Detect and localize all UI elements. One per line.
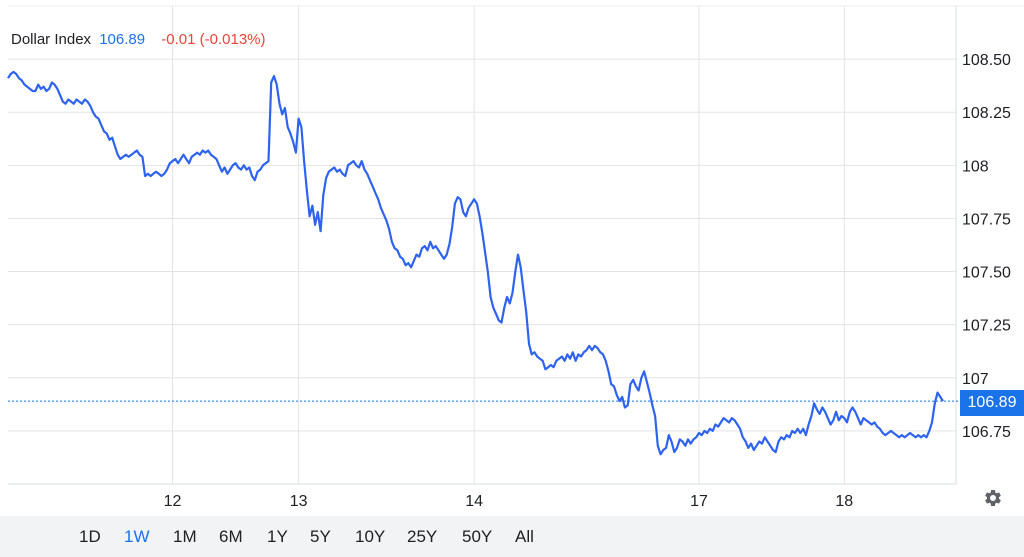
current-price-tag: 106.89 <box>960 390 1024 416</box>
range-button-50y[interactable]: 50Y <box>462 527 493 546</box>
range-button-25y[interactable]: 25Y <box>407 527 438 546</box>
y-tick-label: 107.25 <box>962 318 1011 335</box>
x-tick-label: 17 <box>690 493 708 510</box>
range-button-1d[interactable]: 1D <box>79 527 101 546</box>
range-button-10y[interactable]: 10Y <box>355 527 386 546</box>
y-tick-label: 108 <box>962 158 989 175</box>
series-line <box>7 70 944 456</box>
range-selector-bar <box>0 516 1024 557</box>
range-button-1y[interactable]: 1Y <box>267 527 288 546</box>
range-button-5y[interactable]: 5Y <box>310 527 331 546</box>
y-tick-label: 107.75 <box>962 211 1011 228</box>
range-button-all[interactable]: All <box>515 527 534 546</box>
index-change: -0.01 (-0.013%) <box>161 31 266 48</box>
index-value: 106.89 <box>99 31 146 48</box>
x-tick-label: 18 <box>835 493 853 510</box>
range-button-6m[interactable]: 6M <box>219 527 243 546</box>
x-tick-label: 12 <box>164 493 182 510</box>
chart-legend: Dollar Index 106.89 -0.01 (-0.013%) <box>11 31 266 48</box>
index-name: Dollar Index <box>11 31 92 48</box>
price-chart: 108.50 108.25 108 107.75 107.50 107.25 107 106.… <box>7 5 1024 510</box>
gear-icon[interactable] <box>983 488 1003 508</box>
y-tick-label: 108.50 <box>962 52 1011 69</box>
y-tick-label: 108.25 <box>962 105 1011 122</box>
range-button-1m[interactable]: 1M <box>173 527 197 546</box>
x-tick-label: 13 <box>290 493 308 510</box>
range-button-1w[interactable]: 1W <box>124 527 150 546</box>
y-tick-label: 107.50 <box>962 265 1011 282</box>
x-tick-label: 14 <box>465 493 483 510</box>
y-tick-label: 106.75 <box>962 424 1011 441</box>
y-tick-label: 107 <box>962 371 989 388</box>
